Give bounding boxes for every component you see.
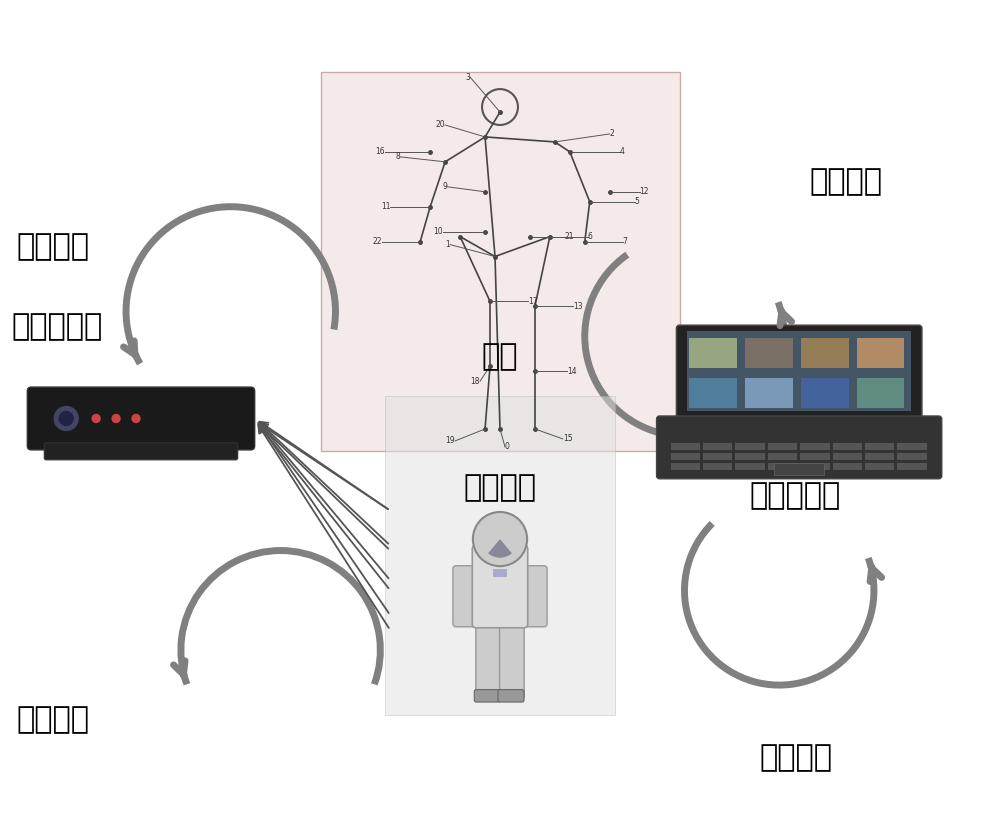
- FancyBboxPatch shape: [522, 566, 547, 627]
- Circle shape: [132, 415, 140, 422]
- Text: 8: 8: [396, 152, 400, 161]
- Bar: [689, 378, 737, 408]
- Text: 2: 2: [610, 130, 614, 139]
- Bar: [703, 443, 732, 450]
- FancyBboxPatch shape: [500, 618, 524, 699]
- Bar: [801, 378, 849, 408]
- Bar: [897, 443, 927, 450]
- Bar: [703, 453, 732, 460]
- FancyBboxPatch shape: [677, 325, 922, 421]
- Text: 22: 22: [373, 237, 382, 246]
- Text: 15: 15: [563, 435, 572, 444]
- Bar: [865, 453, 894, 460]
- FancyBboxPatch shape: [27, 387, 255, 450]
- Text: 5: 5: [635, 197, 640, 206]
- Text: 骨骼识别: 骨骼识别: [16, 232, 89, 261]
- Bar: [735, 443, 765, 450]
- Text: 交互控制: 交互控制: [759, 744, 832, 772]
- Circle shape: [54, 406, 78, 430]
- Bar: [745, 338, 793, 368]
- Bar: [800, 443, 830, 450]
- Text: 13: 13: [573, 302, 582, 311]
- Bar: [745, 378, 793, 408]
- Text: 10: 10: [434, 227, 443, 236]
- FancyBboxPatch shape: [498, 690, 524, 702]
- FancyBboxPatch shape: [476, 618, 500, 699]
- FancyBboxPatch shape: [657, 416, 942, 479]
- Circle shape: [59, 411, 73, 425]
- Text: 12: 12: [640, 187, 649, 196]
- Bar: [800, 463, 830, 470]
- FancyBboxPatch shape: [321, 72, 680, 451]
- Text: 11: 11: [381, 202, 390, 211]
- Circle shape: [112, 415, 120, 422]
- Bar: [768, 453, 797, 460]
- FancyBboxPatch shape: [453, 566, 478, 627]
- Text: 0: 0: [505, 442, 510, 451]
- Bar: [833, 453, 862, 460]
- Text: 3: 3: [465, 72, 470, 81]
- Bar: [768, 463, 797, 470]
- Wedge shape: [488, 539, 512, 558]
- Bar: [897, 463, 927, 470]
- Bar: [671, 453, 700, 460]
- Text: 4: 4: [620, 147, 625, 156]
- Text: 用户: 用户: [482, 342, 518, 371]
- FancyBboxPatch shape: [385, 396, 615, 715]
- Bar: [768, 443, 797, 450]
- Bar: [671, 463, 700, 470]
- Bar: [865, 443, 894, 450]
- Bar: [689, 338, 737, 368]
- Text: 动作捕捻: 动作捕捻: [16, 706, 89, 735]
- Bar: [833, 443, 862, 450]
- Text: 命令映射: 命令映射: [809, 167, 882, 196]
- Bar: [801, 338, 849, 368]
- Bar: [703, 463, 732, 470]
- Bar: [774, 463, 824, 475]
- Bar: [833, 463, 862, 470]
- Bar: [897, 453, 927, 460]
- Circle shape: [473, 512, 527, 566]
- Text: 计算机操作: 计算机操作: [749, 481, 841, 510]
- Text: 1: 1: [445, 240, 450, 249]
- FancyBboxPatch shape: [472, 545, 528, 627]
- Text: 16: 16: [376, 147, 385, 156]
- Bar: [735, 463, 765, 470]
- FancyBboxPatch shape: [474, 690, 500, 702]
- Text: 17: 17: [528, 297, 538, 306]
- Bar: [671, 443, 700, 450]
- Text: 6: 6: [588, 232, 593, 241]
- Text: 20: 20: [436, 120, 445, 130]
- Bar: [735, 453, 765, 460]
- Text: 9: 9: [442, 182, 447, 191]
- Text: 19: 19: [446, 436, 455, 445]
- Bar: [857, 338, 904, 368]
- Bar: [800, 453, 830, 460]
- Text: 体感传感器: 体感传感器: [11, 312, 103, 341]
- Bar: [493, 568, 507, 578]
- Bar: [687, 332, 911, 411]
- Text: 14: 14: [567, 366, 576, 376]
- Circle shape: [92, 415, 100, 422]
- FancyBboxPatch shape: [44, 443, 238, 460]
- Text: 7: 7: [623, 237, 628, 246]
- Text: 18: 18: [471, 376, 480, 386]
- Bar: [865, 463, 894, 470]
- Text: 21: 21: [565, 232, 574, 241]
- Bar: [857, 378, 904, 408]
- Text: 姿态信息: 姿态信息: [464, 473, 536, 502]
